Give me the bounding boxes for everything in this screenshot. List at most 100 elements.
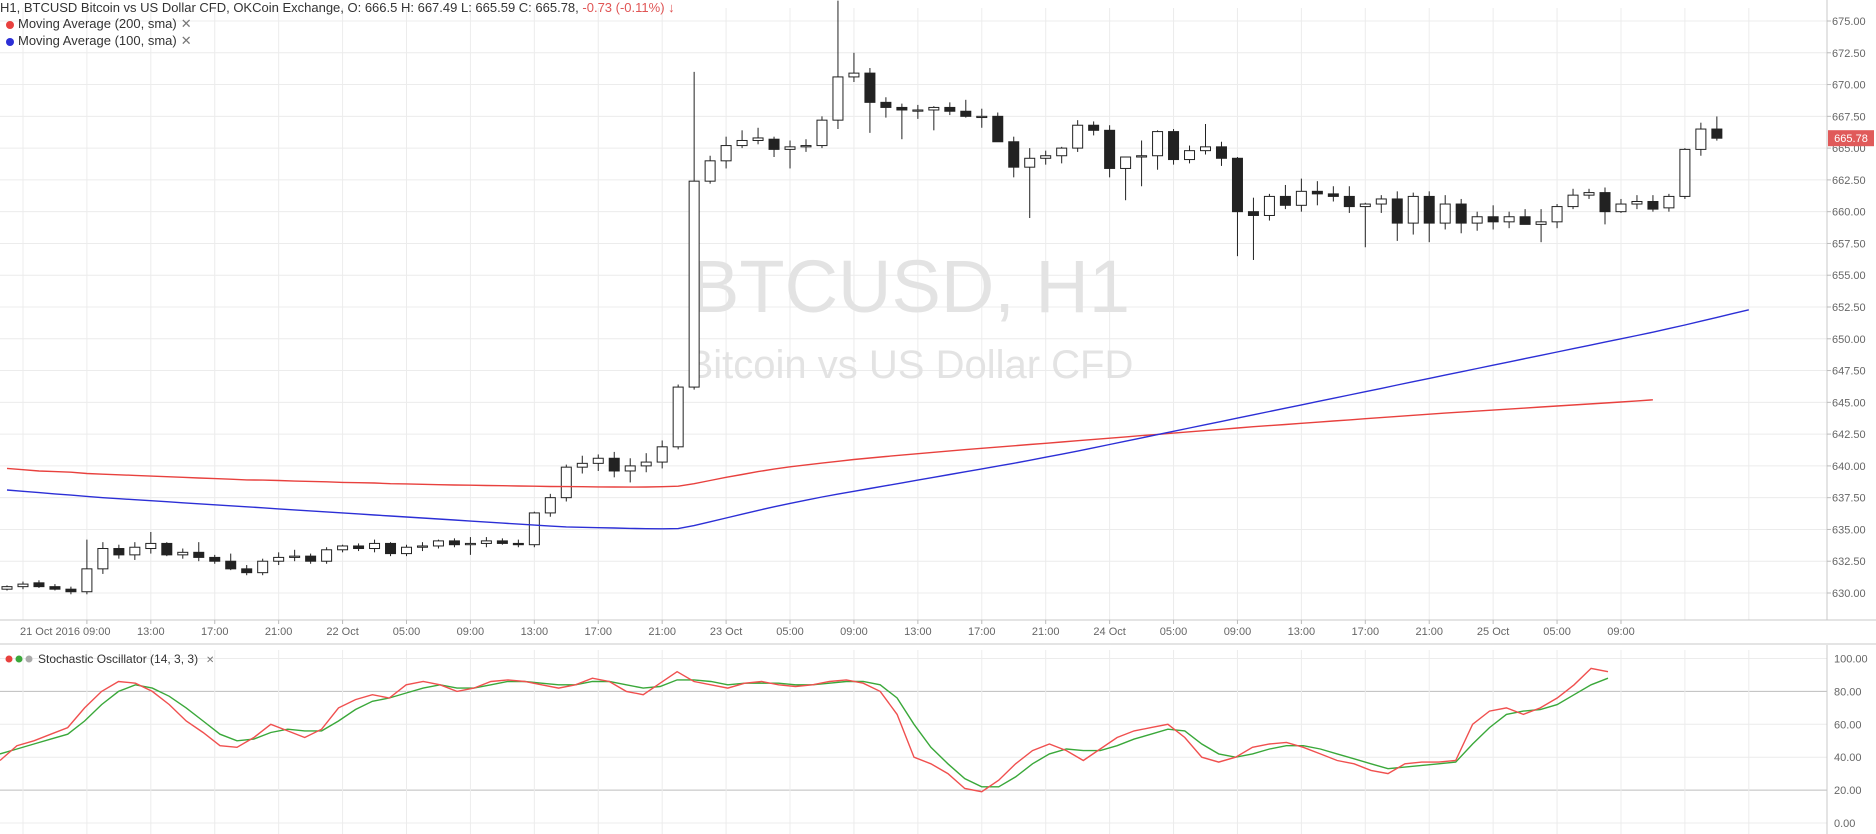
ma200-dot-icon: [6, 20, 14, 29]
symbol-ohlc: H1, BTCUSD Bitcoin vs US Dollar CFD, OKC…: [0, 0, 579, 15]
candle: [480, 537, 492, 548]
candle-body: [1631, 200, 1643, 205]
price-tick-label: 630.00: [1832, 588, 1866, 600]
candle-body: [1359, 203, 1371, 208]
candle-body: [1136, 155, 1148, 158]
candle-body: [512, 542, 524, 546]
candle-body: [1327, 193, 1339, 197]
candle-body: [1695, 128, 1707, 150]
candle-body: [416, 545, 428, 548]
candle-body: [1679, 148, 1691, 197]
candle-body: [560, 466, 572, 499]
oscillator-grid: [0, 650, 1827, 834]
candle-body: [145, 542, 157, 550]
candle: [992, 112, 1004, 143]
candle: [1391, 191, 1403, 241]
candle: [1599, 187, 1611, 225]
oscillator-tick-label: 20.00: [1834, 785, 1862, 797]
candle: [672, 384, 684, 450]
price-tick-label: 647.50: [1832, 366, 1866, 378]
candle: [448, 538, 460, 548]
legend-ma100[interactable]: Moving Average (100, sma) ✕: [0, 33, 192, 49]
candle-body: [305, 555, 317, 562]
candle: [528, 511, 540, 548]
candle-body: [1024, 157, 1036, 168]
time-tick-label: 22 Oct: [326, 626, 358, 638]
price-tick-label: 675.00: [1832, 16, 1866, 28]
price-change: -0.73 (-0.11%): [582, 0, 665, 15]
time-tick-label: 09:00: [457, 626, 485, 638]
candle: [129, 542, 141, 560]
candle: [1551, 204, 1563, 229]
candle: [1184, 145, 1196, 164]
candle-body: [784, 146, 796, 150]
candle: [1535, 209, 1547, 243]
candle-body: [1519, 216, 1531, 225]
candle: [512, 539, 524, 548]
candle: [912, 104, 924, 119]
candle: [704, 155, 716, 184]
candle: [464, 537, 476, 555]
price-axis-ticks[interactable]: 630.00 632.50 635.00 637.50 640.00 642.50 645.…: [1827, 16, 1866, 600]
candle-body: [672, 386, 684, 448]
candle: [720, 136, 732, 169]
close-icon[interactable]: ✕: [180, 33, 192, 48]
candle-body: [401, 546, 412, 555]
candle-body: [1295, 190, 1307, 206]
ma100-label: Moving Average (100, sma): [18, 33, 177, 48]
candle-body: [1599, 192, 1611, 213]
candle: [576, 455, 588, 474]
candle-body: [432, 540, 444, 547]
price-tick-label: 632.50: [1832, 556, 1866, 568]
time-tick-label: 21:00: [648, 626, 676, 638]
legend-dot-green: [15, 655, 23, 663]
candle-body: [976, 115, 988, 119]
candle-body: [1439, 203, 1451, 224]
candle-body: [321, 549, 333, 562]
time-tick-label: 17:00: [584, 626, 612, 638]
time-axis-ticks[interactable]: 21 Oct 2016 09:00 13:00 17:00 21:00 22 Oct 05…: [20, 620, 1635, 638]
stoch-k-line: [0, 667, 1609, 793]
candle: [1008, 136, 1020, 178]
candle: [640, 453, 652, 473]
watermark-subtitle: Bitcoin vs US Dollar CFD: [687, 343, 1134, 387]
candle: [161, 542, 173, 557]
candle: [1231, 157, 1243, 257]
candle-body: [1120, 156, 1132, 169]
candle: [49, 584, 61, 591]
candle-body: [928, 106, 940, 111]
candle-body: [448, 540, 460, 546]
candle: [1439, 195, 1451, 230]
candle: [592, 454, 604, 471]
time-tick-label: 17:00: [968, 626, 996, 638]
close-icon[interactable]: ✕: [180, 16, 192, 31]
ma200-line: [6, 399, 1653, 488]
candle: [768, 136, 780, 158]
candle: [1455, 198, 1467, 234]
candle-body: [1056, 147, 1068, 157]
candle-body: [385, 542, 397, 555]
time-tick-label: 21:00: [265, 626, 293, 638]
candle-body: [688, 180, 700, 388]
candle-body: [1535, 221, 1547, 225]
candle: [321, 547, 333, 564]
candle-body: [241, 568, 253, 574]
oscillator-close-icon[interactable]: ✕: [206, 655, 214, 666]
candle: [1407, 192, 1419, 235]
candle: [1679, 148, 1691, 199]
candle-body: [1551, 206, 1563, 223]
legend-ma200[interactable]: Moving Average (200, sma) ✕: [0, 16, 192, 32]
oscillator-legend[interactable]: Stochastic Oscillator (14, 3, 3) ✕: [5, 652, 215, 666]
candle: [145, 531, 157, 554]
candle: [1104, 125, 1116, 178]
candle-body: [640, 461, 652, 467]
candle-body: [225, 560, 237, 570]
candle: [1263, 193, 1275, 221]
candle-body: [736, 139, 748, 147]
price-tick-label: 660.00: [1832, 207, 1866, 219]
price-tick-label: 635.00: [1832, 524, 1866, 536]
price-tick-label: 642.50: [1832, 429, 1866, 441]
candle: [1359, 202, 1371, 248]
candle-body: [800, 145, 812, 148]
